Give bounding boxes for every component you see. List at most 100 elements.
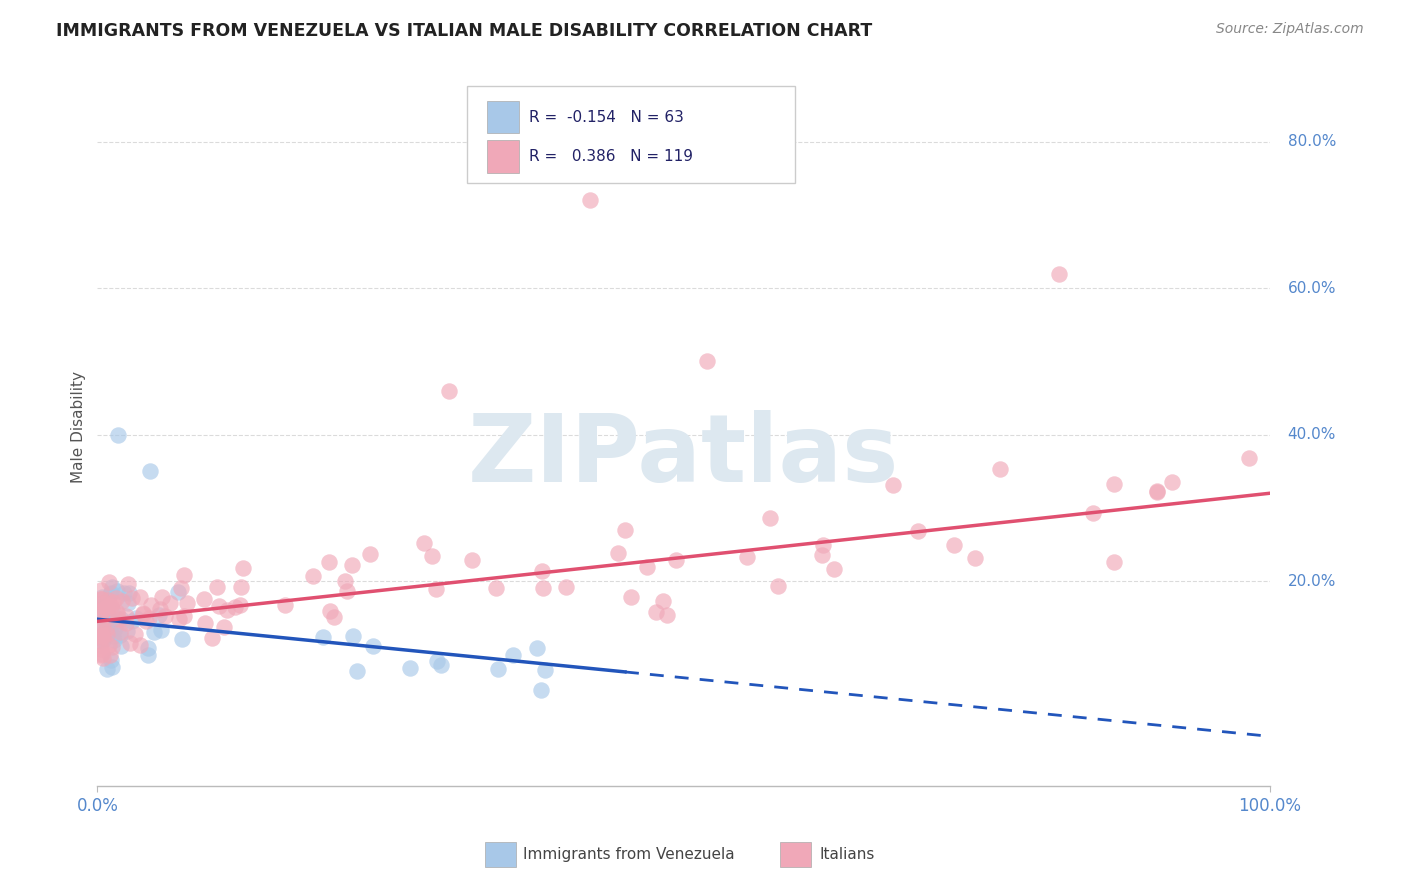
Point bbox=[97, 575, 120, 590]
Point bbox=[811, 548, 834, 562]
Point bbox=[91, 618, 114, 632]
Point bbox=[148, 607, 170, 622]
Point bbox=[1239, 450, 1261, 465]
Point bbox=[90, 591, 112, 606]
Point bbox=[118, 586, 141, 600]
Point bbox=[90, 591, 112, 606]
Point bbox=[1083, 507, 1105, 521]
Point bbox=[98, 624, 121, 638]
Text: IMMIGRANTS FROM VENEZUELA VS ITALIAN MALE DISABILITY CORRELATION CHART: IMMIGRANTS FROM VENEZUELA VS ITALIAN MAL… bbox=[56, 22, 873, 40]
Text: ZIPatlas: ZIPatlas bbox=[468, 410, 900, 502]
Point bbox=[614, 523, 637, 537]
Text: 40.0%: 40.0% bbox=[1288, 427, 1336, 442]
Point bbox=[97, 599, 120, 614]
Point bbox=[139, 464, 162, 478]
Point bbox=[120, 636, 142, 650]
Point bbox=[336, 584, 359, 599]
Point bbox=[229, 598, 252, 612]
Point bbox=[274, 598, 297, 612]
Point bbox=[97, 593, 120, 607]
Point bbox=[224, 599, 246, 614]
Point bbox=[90, 648, 112, 662]
Point bbox=[1102, 477, 1125, 491]
Point bbox=[90, 633, 112, 648]
Point bbox=[907, 524, 929, 539]
Point bbox=[90, 638, 112, 652]
Point bbox=[217, 603, 239, 617]
Point bbox=[207, 599, 229, 614]
FancyBboxPatch shape bbox=[467, 87, 794, 184]
Point bbox=[94, 622, 117, 636]
Point bbox=[132, 607, 155, 621]
Point bbox=[91, 602, 114, 616]
Point bbox=[942, 539, 965, 553]
Point bbox=[759, 511, 782, 525]
Point bbox=[110, 639, 132, 653]
Point bbox=[94, 600, 117, 615]
Point bbox=[636, 559, 658, 574]
Point bbox=[93, 608, 115, 623]
FancyBboxPatch shape bbox=[486, 101, 519, 133]
Point bbox=[176, 596, 198, 610]
Point bbox=[205, 580, 228, 594]
Point bbox=[90, 582, 112, 597]
Point bbox=[96, 607, 118, 621]
Point bbox=[201, 631, 224, 645]
Point bbox=[101, 595, 124, 609]
Point bbox=[735, 549, 758, 564]
Point bbox=[105, 605, 128, 619]
Point bbox=[426, 654, 449, 668]
Point bbox=[94, 602, 117, 616]
Point bbox=[110, 594, 132, 608]
Point bbox=[139, 599, 162, 613]
Point bbox=[322, 610, 344, 624]
Point bbox=[98, 587, 121, 601]
Point bbox=[136, 648, 159, 662]
Point bbox=[620, 591, 643, 605]
Point bbox=[117, 596, 139, 610]
Point bbox=[97, 638, 120, 652]
Point bbox=[132, 606, 155, 620]
Point bbox=[98, 623, 121, 637]
Point bbox=[173, 568, 195, 582]
Point bbox=[90, 610, 112, 624]
Point bbox=[194, 616, 217, 631]
Point bbox=[430, 658, 453, 673]
Point bbox=[502, 648, 524, 662]
Point bbox=[530, 683, 553, 698]
Point bbox=[823, 562, 845, 576]
Point bbox=[107, 427, 129, 442]
Point bbox=[101, 630, 124, 644]
Point bbox=[100, 585, 122, 599]
Point bbox=[142, 625, 165, 640]
Point bbox=[1146, 484, 1168, 499]
Point bbox=[193, 591, 215, 606]
Point bbox=[607, 546, 630, 560]
Point bbox=[579, 194, 602, 208]
Point bbox=[96, 605, 118, 619]
Point bbox=[104, 621, 127, 635]
Point bbox=[1104, 555, 1126, 569]
Point bbox=[413, 536, 436, 550]
Point bbox=[114, 586, 136, 600]
Point bbox=[485, 581, 508, 595]
Point bbox=[117, 577, 139, 591]
Point bbox=[115, 624, 138, 639]
Point bbox=[121, 615, 143, 629]
Point bbox=[229, 580, 252, 594]
Point bbox=[342, 629, 364, 643]
Point bbox=[108, 628, 131, 642]
Point bbox=[533, 663, 555, 677]
Point bbox=[121, 591, 143, 605]
Point bbox=[526, 640, 548, 655]
Text: R =   0.386   N = 119: R = 0.386 N = 119 bbox=[529, 149, 693, 164]
Point bbox=[91, 600, 114, 615]
Text: Italians: Italians bbox=[820, 847, 875, 862]
Point bbox=[150, 590, 173, 604]
Point bbox=[531, 581, 554, 595]
Text: 60.0%: 60.0% bbox=[1288, 281, 1336, 296]
Text: Source: ZipAtlas.com: Source: ZipAtlas.com bbox=[1216, 22, 1364, 37]
Point bbox=[318, 555, 340, 569]
Text: 80.0%: 80.0% bbox=[1288, 135, 1336, 149]
Point bbox=[100, 640, 122, 655]
